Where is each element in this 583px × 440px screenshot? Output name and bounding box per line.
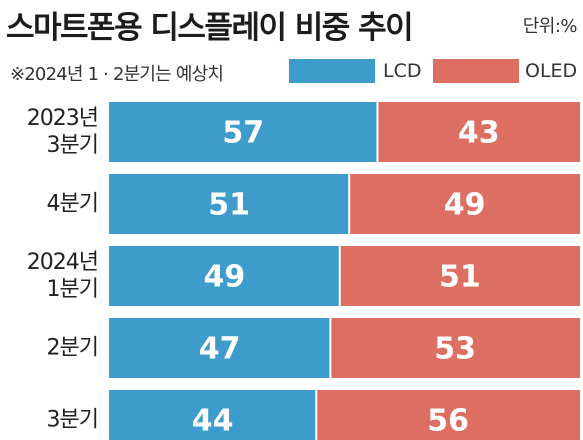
legend-label-oled: OLED [525,60,578,82]
segment-divider [338,246,341,306]
bar-lcd [109,102,378,162]
chart-title: 스마트폰용 디스플레이 비중 추이 [6,10,414,46]
bar-oled [339,246,580,306]
bar-lcd [109,318,331,378]
data-label-lcd: 47 [199,332,241,367]
forecast-note: ※2024년 1 · 2분기는 예상치 [10,64,224,85]
segment-divider [376,102,379,162]
segment-divider [329,318,332,378]
data-label-lcd: 49 [204,260,246,295]
data-label-lcd: 44 [192,404,234,439]
segment-divider [348,174,351,234]
bar-lcd [109,246,340,306]
category-label: 4분기 [47,192,98,217]
category-label: 2023년 [27,106,98,131]
category-label: 1분기 [47,277,98,302]
data-label-oled: 51 [439,260,481,295]
segment-divider [315,390,318,440]
category-label: 2024년 [27,250,98,275]
bar-oled [316,390,580,440]
data-label-oled: 53 [434,332,476,367]
unit-label: 단위:% [522,16,578,37]
data-label-lcd: 51 [208,188,250,223]
bar-oled [330,318,580,378]
data-label-oled: 49 [444,188,486,223]
legend-swatch-lcd [289,59,375,83]
category-label: 2분기 [47,336,98,361]
category-label: 3분기 [47,133,98,158]
legend-label-lcd: LCD [383,60,422,82]
data-label-oled: 56 [427,404,469,439]
bar-lcd [109,174,350,234]
legend-swatch-oled [433,59,519,83]
category-label: 3분기 [47,408,98,433]
bar-lcd [109,390,317,440]
bar-oled [377,102,580,162]
data-label-lcd: 57 [222,116,264,151]
data-label-oled: 43 [458,116,500,151]
bar-oled [349,174,580,234]
